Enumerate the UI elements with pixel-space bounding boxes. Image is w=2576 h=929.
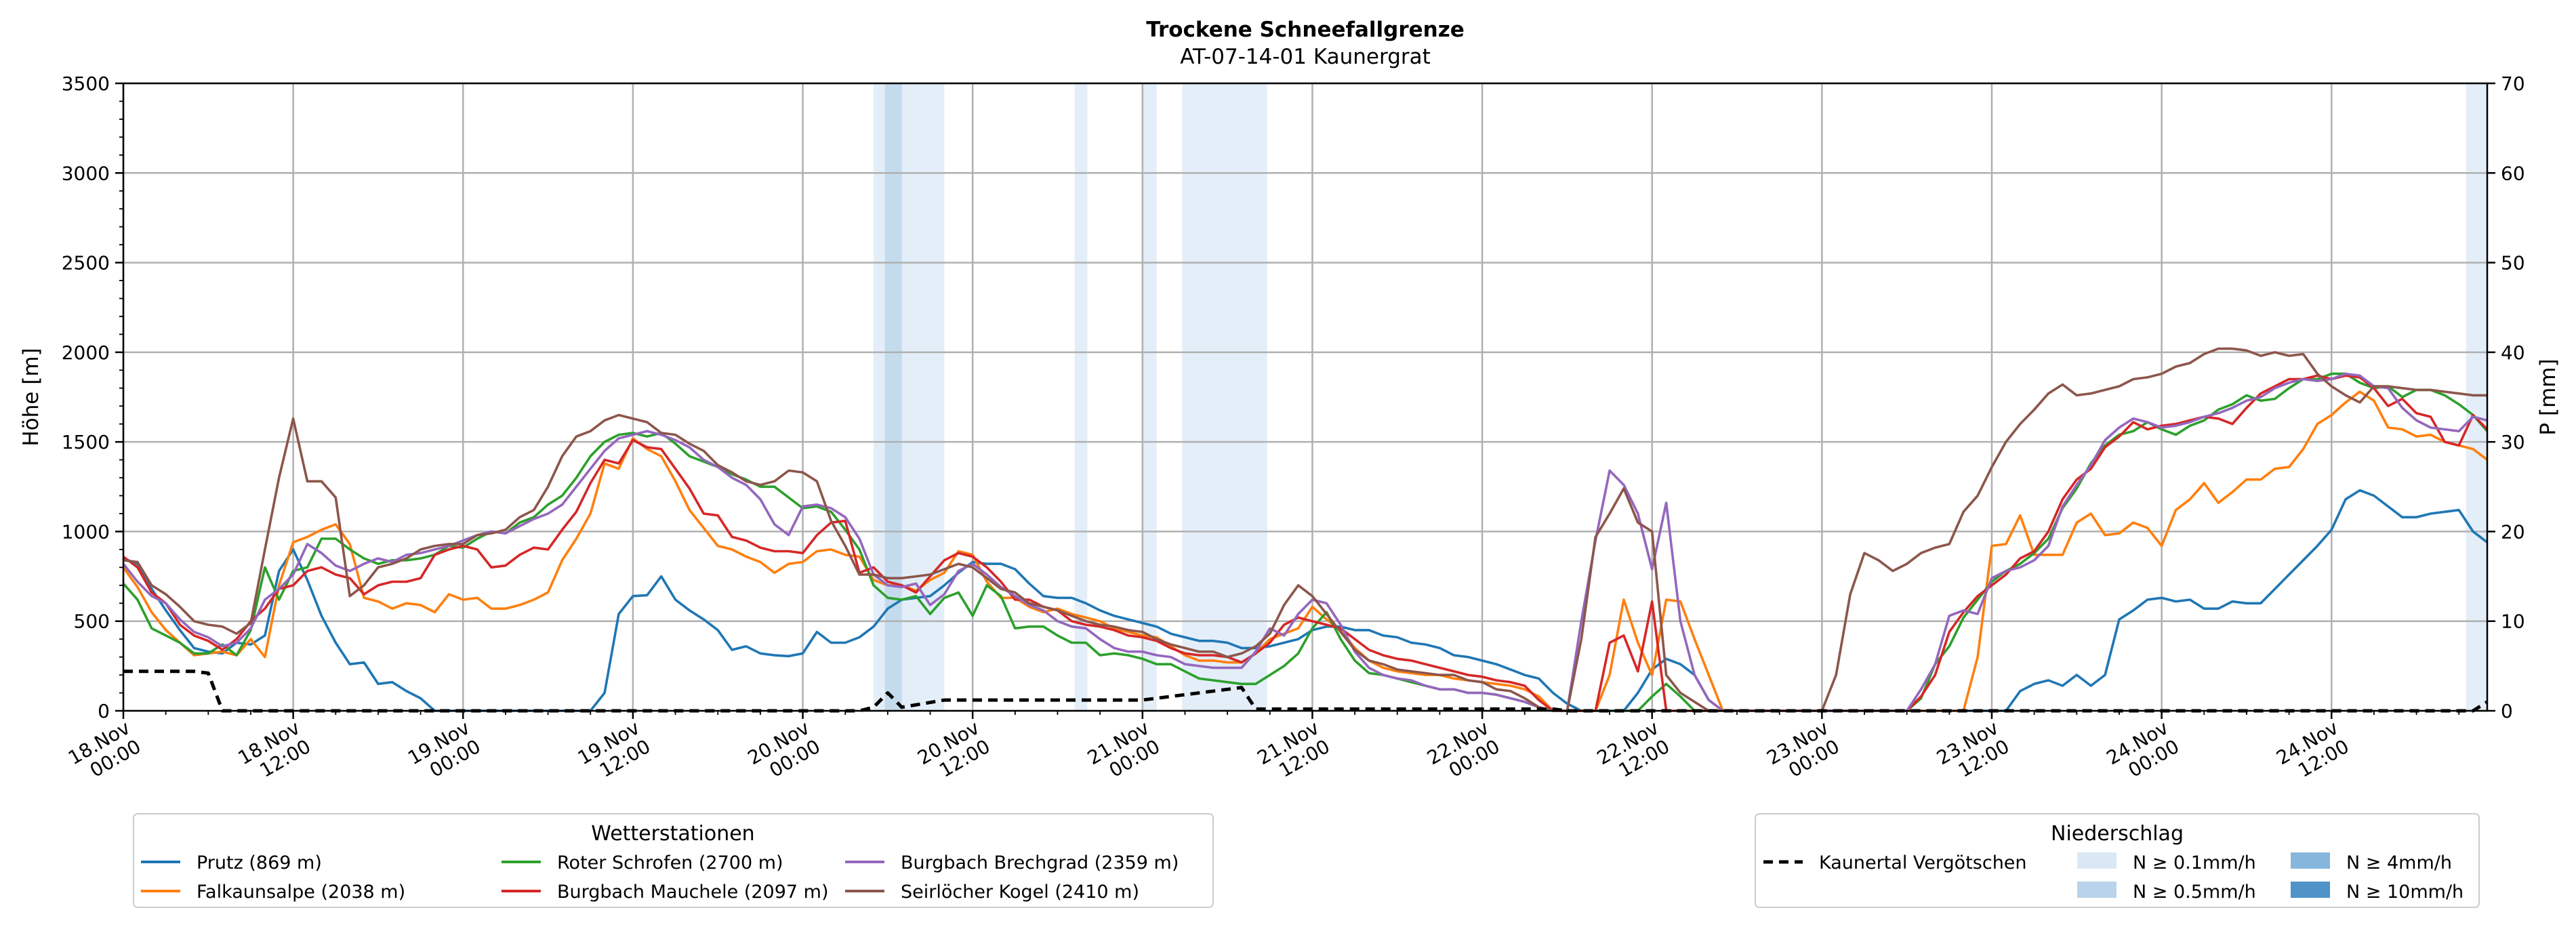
legend-label-1: Falkaunsalpe (2038 m): [197, 882, 405, 903]
legend-label-5: Seirlöcher Kogel (2410 m): [901, 882, 1139, 903]
y2-tick-label-7: 70: [2501, 73, 2525, 95]
y2-tick-label-2: 20: [2501, 520, 2525, 543]
precip-legend: Niederschlag Kaunertal Vergötschen N ≥ 0…: [1755, 813, 2480, 908]
y2-tick-label-6: 60: [2501, 162, 2525, 184]
y2-tick-label-1: 10: [2501, 611, 2525, 633]
legend-label-kaunertal: Kaunertal Vergötschen: [1819, 852, 2027, 873]
y-tick-label-1: 500: [74, 611, 110, 633]
stations-legend-box: [133, 813, 1214, 908]
legend-label-4: Burgbach Brechgrad (2359 m): [901, 852, 1179, 873]
legend-label-0: Prutz (869 m): [197, 852, 322, 873]
precip-band-0: [873, 83, 945, 711]
precip-legend-entries: N ≥ 0.1mm/h N ≥ 0.5mm/h N ≥ 4mm/h N ≥ 10mm/…: [2077, 852, 2463, 903]
legend-label-3: Burgbach Mauchele (2097 m): [557, 882, 829, 903]
precip-legend-label-0: N ≥ 0.1mm/h: [2133, 852, 2256, 873]
y-tick-label-5: 2500: [62, 252, 110, 274]
plot-frame: [122, 82, 2489, 712]
precip-legend-swatch-2: [2291, 852, 2330, 869]
y-tick-label-2: 1000: [62, 520, 110, 543]
y-axis-left: 0 500 1000 1500 2000 2500 3000 3500: [62, 73, 123, 722]
series-line-4: [122, 372, 2488, 712]
precip-band-1: [884, 83, 902, 711]
y2-tick-label-0: 0: [2501, 700, 2513, 722]
legend-label-2: Roter Schrofen (2700 m): [557, 852, 783, 873]
precip-band-3: [1142, 83, 1157, 711]
y-tick-label-7: 3500: [62, 73, 110, 95]
y2-axis-label: P [mm]: [2536, 358, 2560, 435]
precip-legend-label-3: N ≥ 10mm/h: [2346, 882, 2463, 903]
y-axis-right: 0 10 20 30 40 50 60 70: [2487, 73, 2525, 722]
y2-tick-label-5: 50: [2501, 252, 2525, 274]
series-lines: [122, 347, 2489, 713]
y-tick-label-4: 2000: [62, 342, 110, 364]
series-line-5: [123, 347, 2487, 712]
series-line-6: [123, 669, 2489, 713]
chart-title: Trockene Schneefallgrenze: [1146, 18, 1465, 42]
precip-legend-swatch-0: [2077, 852, 2117, 869]
precip-legend-title: Niederschlag: [2051, 822, 2184, 846]
precip-band-2: [1074, 83, 1088, 711]
precip-band-4: [1182, 83, 1267, 711]
chart-subtitle: AT-07-14-01 Kaunergrat: [1180, 45, 1431, 69]
precip-legend-label-2: N ≥ 4mm/h: [2346, 852, 2452, 873]
y2-tick-label-3: 30: [2501, 431, 2525, 453]
precip-legend-swatch-3: [2291, 882, 2330, 898]
precip-band-5: [2466, 83, 2487, 711]
stations-legend-entries: Prutz (869 m) Falkaunsalpe (2038 m) Roter …: [141, 852, 1179, 903]
series-line-2: [122, 372, 2489, 712]
precip-legend-swatch-1: [2077, 882, 2117, 898]
y-tick-label-6: 3000: [62, 162, 110, 184]
stations-legend-title: Wetterstationen: [591, 822, 754, 846]
precip-legend-label-1: N ≥ 0.5mm/h: [2133, 882, 2256, 903]
y2-tick-label-4: 40: [2501, 342, 2525, 364]
y-axis-label: Höhe [m]: [19, 348, 43, 446]
stations-legend: Wetterstationen Prutz (869 m) Falkaunsalp…: [133, 813, 1214, 908]
precipitation-bands: [873, 83, 2487, 711]
series-line-3: [122, 374, 2489, 712]
y-tick-label-0: 0: [98, 700, 110, 722]
y-tick-label-3: 1500: [62, 431, 110, 453]
